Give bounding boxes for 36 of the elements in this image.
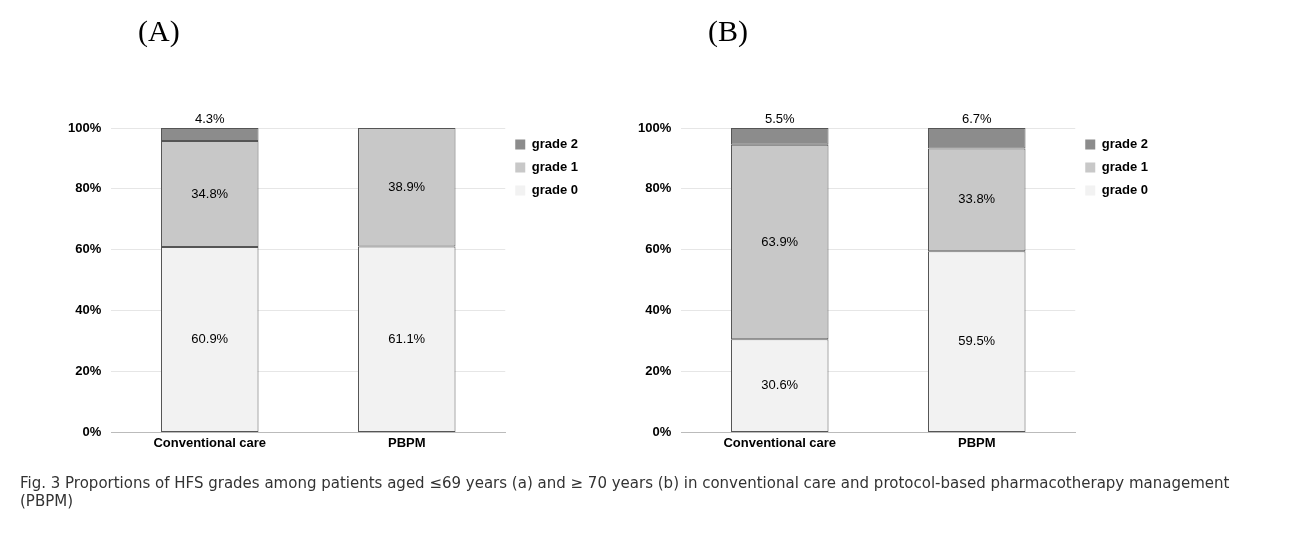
- data-label: 63.9%: [761, 233, 799, 249]
- data-label: 60.9%: [191, 331, 229, 347]
- y-tick-label: 0%: [652, 423, 672, 439]
- data-label: 30.6%: [761, 377, 799, 393]
- x-tick-label: Conventional care: [153, 434, 267, 450]
- data-label: 6.7%: [961, 110, 993, 126]
- y-tick-label: 80%: [75, 180, 102, 196]
- y-tick-label: 40%: [645, 302, 672, 318]
- legend-label: grade 0: [531, 182, 579, 198]
- x-tick-label: Conventional care: [723, 434, 837, 450]
- chart-title: (A): [137, 14, 181, 49]
- legend-label: grade 1: [1101, 159, 1149, 175]
- x-tick-label: PBPM: [387, 434, 426, 450]
- data-label: 59.5%: [958, 333, 996, 349]
- y-tick-label: 60%: [75, 241, 102, 257]
- y-tick-label: 40%: [75, 302, 102, 318]
- data-label: 61.1%: [388, 330, 426, 346]
- data-label: 38.9%: [388, 178, 426, 194]
- y-tick-label: 100%: [68, 119, 102, 135]
- y-tick-label: 20%: [75, 363, 102, 379]
- y-tick-label: 100%: [638, 119, 672, 135]
- x-tick-label: PBPM: [957, 434, 996, 450]
- y-tick-label: 80%: [645, 180, 672, 196]
- data-label: 5.5%: [764, 110, 795, 126]
- y-tick-label: 60%: [645, 241, 672, 257]
- data-label: 34.8%: [191, 185, 229, 201]
- legend-label: grade 1: [531, 159, 579, 175]
- caption: Fig. 3 Proportions of HFS grades among patients aged ≤69 years (a) and ≥ 70 years (b) in conventional care and protocol-based pharmacotherapy management (PBPM): [19, 473, 1231, 510]
- data-label: 33.8%: [958, 191, 996, 207]
- legend-label: grade 2: [531, 136, 579, 152]
- legend-label: grade 2: [1101, 136, 1149, 152]
- chart-title: (B): [707, 14, 749, 49]
- y-tick-label: 0%: [82, 423, 102, 439]
- y-tick-label: 20%: [645, 363, 672, 379]
- data-label: 4.3%: [194, 110, 225, 126]
- legend-label: grade 0: [1101, 182, 1149, 198]
